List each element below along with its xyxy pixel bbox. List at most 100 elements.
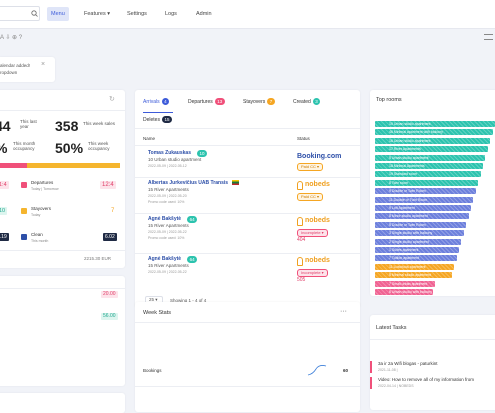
tab-count: 3: [312, 98, 321, 105]
nav-item[interactable]: Features ▾: [84, 11, 110, 17]
room-bar: 17 River Apartments: [375, 146, 488, 153]
count-badge: 8.19: [0, 233, 9, 241]
tab[interactable]: Stayovers 7: [243, 98, 275, 105]
room-bar: 6 Urban studio with balcony: [375, 289, 433, 295]
room-bar: 5 Double or Twin Room: [375, 221, 467, 228]
room-label: 16 Urban studio apartment: [389, 138, 431, 143]
flag: [232, 180, 240, 185]
tab-label: Departures: [188, 98, 213, 105]
status[interactable]: Paid CC ▾: [297, 193, 324, 201]
hline: [370, 339, 495, 340]
room-label: 9 Double or Twin Room: [389, 189, 426, 194]
source-icon: [297, 217, 303, 226]
finance-card: 20.00 56.00: [0, 276, 125, 386]
task-title[interactable]: 3a ir 2a Wifi blogas - paturkint: [378, 361, 438, 366]
search-icon: [31, 10, 38, 17]
total: 2215.30 EUR: [84, 256, 112, 261]
stat-label: This week sales: [83, 121, 116, 126]
tab-underline: [143, 112, 173, 113]
notification-text: ropdown: [0, 70, 18, 75]
stat-label: This month occupancy: [13, 141, 36, 151]
guest-badge: 64: [187, 256, 198, 263]
guest-name[interactable]: Albertas Jurkevičius UAB Transis: [148, 180, 229, 186]
error-code: 505: [297, 277, 306, 283]
room-name: 15 River Apartments: [148, 223, 189, 228]
tab[interactable]: Arrivals 4: [143, 98, 170, 105]
room-bar: 3 Single studio with balcony: [375, 230, 464, 237]
stat-value: 50%: [55, 140, 84, 156]
task-marker: [370, 377, 372, 389]
row-name: Clean: [31, 232, 43, 237]
row-sub: This month: [31, 239, 49, 243]
menu-button[interactable]: ···: [340, 308, 347, 315]
card-title: Latest Tasks: [376, 325, 407, 331]
row-sub: Today: [31, 213, 41, 217]
error-code: 404: [297, 237, 306, 243]
room-name: 10 Urban studio apartment: [148, 157, 202, 162]
task-meta: 2022-04-14 | NOBEDS: [378, 384, 414, 388]
room-bar: 18 Minimal Apartments: [375, 163, 483, 169]
hline: [135, 322, 360, 323]
room-bar: 8 Minor studio apartment: [375, 213, 469, 220]
room-bar: 16 Urban studio apartment: [375, 137, 491, 144]
hline: [135, 145, 360, 146]
icon: [21, 182, 27, 188]
count-badge: 6.02: [103, 233, 117, 241]
tab-label: Deletes: [143, 116, 160, 123]
tasks-card: Latest Tasks 3a ir 2a Wifi blogas - patu…: [370, 315, 495, 410]
notification-text: alendar added!: [0, 63, 31, 68]
stat-value: %: [0, 140, 7, 156]
guest-name[interactable]: Agnė Bakšytė: [148, 256, 182, 262]
search-box[interactable]: [0, 6, 40, 21]
tab[interactable]: Deletes 15: [143, 116, 172, 123]
toolbar[interactable]: A ⇩ ⊕ ?: [0, 35, 23, 41]
nav-item[interactable]: Settings: [127, 11, 147, 17]
side-toggle[interactable]: [484, 34, 493, 40]
stat-label: This week occupancy: [88, 141, 110, 151]
source: nobeds: [305, 217, 330, 224]
column-header: Name: [143, 136, 156, 141]
amount-badge: 56.00: [101, 313, 118, 320]
tab-count: 13: [214, 98, 225, 105]
room-label: 5 Urban studio apartment: [389, 155, 429, 160]
room-name: 15 River Apartments: [148, 187, 189, 192]
guest-name[interactable]: Tomas Zukauskas: [148, 150, 191, 156]
count: 7: [111, 208, 115, 214]
nav-item[interactable]: Admin: [196, 11, 212, 17]
room-bar: 1 Suites apartment: [375, 247, 459, 253]
week-stats-card: Week Stats ··· Bookings 60: [135, 302, 360, 412]
tab-label: Arrivals: [143, 98, 160, 105]
status[interactable]: Paid CC ▾: [297, 163, 324, 171]
room-label: 46 Minimal apartment with balcony: [389, 130, 443, 135]
stat-label: This last year: [20, 119, 37, 129]
nav-item[interactable]: Menu: [47, 7, 69, 21]
guest-name[interactable]: Agnė Bakšytė: [148, 216, 182, 222]
tab[interactable]: Departures 13: [188, 98, 225, 105]
task-title[interactable]: Video: How to remove all of my informati…: [378, 377, 474, 382]
card: [0, 393, 125, 413]
source: nobeds: [305, 181, 330, 188]
row-divider: [135, 177, 360, 178]
room-bar: 11 Luxurious apartment: [375, 263, 455, 270]
room-name: 15 River Apartments: [148, 263, 189, 268]
stat-value: 60: [343, 368, 349, 373]
row-sub: Today | Tomorrow: [31, 187, 59, 191]
status[interactable]: Incomplete ▾: [297, 269, 328, 277]
refresh-icon[interactable]: ↻: [109, 96, 115, 103]
close-button[interactable]: ×: [41, 61, 46, 68]
room-label: 5 Double or Twin Room: [389, 222, 426, 227]
tab[interactable]: Created 3: [293, 98, 321, 105]
status[interactable]: Incomplete ▾: [297, 229, 328, 237]
room-bar: 5 Minimal studio apartment: [375, 272, 452, 279]
task-marker: [370, 361, 372, 373]
dates: 2022-05-09 | 2022-05-22: [148, 230, 187, 234]
room-bar: 2 Single studio apartment: [375, 238, 462, 245]
hline: [0, 110, 125, 111]
source: Booking.com: [297, 153, 342, 160]
room-bar: 7 Small urban apartment: [375, 280, 435, 287]
tab-label: Created: [293, 98, 311, 105]
nav-item[interactable]: Logs: [165, 11, 177, 17]
row-divider: [135, 213, 360, 214]
